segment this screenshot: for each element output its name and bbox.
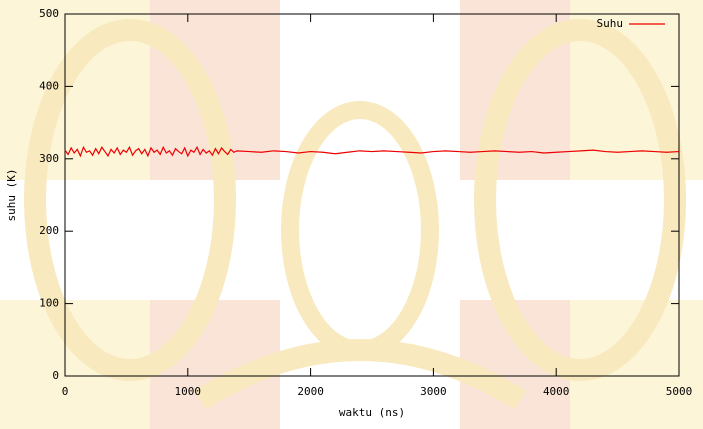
- y-tick-label: 400: [39, 79, 59, 92]
- legend-label: Suhu: [597, 17, 624, 30]
- x-axis-label: waktu (ns): [339, 406, 405, 419]
- y-tick-label: 500: [39, 7, 59, 20]
- y-tick-label: 0: [52, 369, 59, 382]
- x-tick-label: 2000: [297, 385, 324, 398]
- y-tick-label: 100: [39, 297, 59, 310]
- plot-frame: [64, 13, 680, 377]
- y-tick-label: 300: [39, 152, 59, 165]
- y-tick-label: 200: [39, 224, 59, 237]
- series-line: [64, 145, 680, 158]
- x-tick-label: 3000: [420, 385, 447, 398]
- y-axis-label: suhu (K): [5, 169, 18, 222]
- x-tick-label: 1000: [175, 385, 202, 398]
- x-tick-label: 4000: [543, 385, 570, 398]
- x-tick-label: 5000: [666, 385, 693, 398]
- x-tick-label: 0: [62, 385, 69, 398]
